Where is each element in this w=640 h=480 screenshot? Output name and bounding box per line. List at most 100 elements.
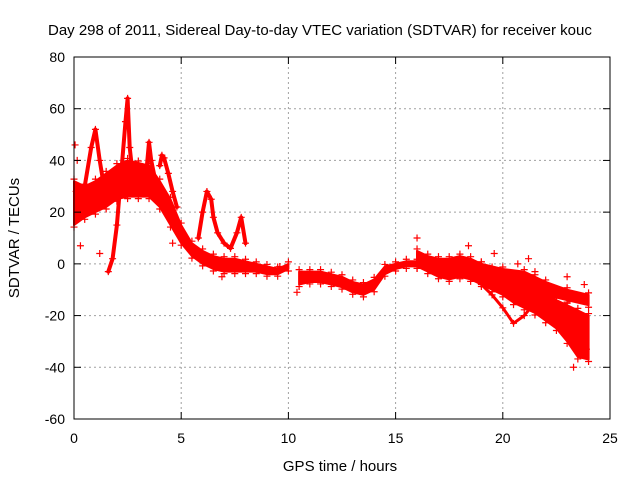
data-point xyxy=(327,283,335,291)
data-point xyxy=(327,268,335,276)
data-point xyxy=(156,175,164,183)
data-point xyxy=(214,229,222,237)
data-point xyxy=(194,234,202,242)
plot-frame xyxy=(73,56,611,420)
data-point xyxy=(338,271,346,279)
data-point xyxy=(370,288,378,296)
data-point xyxy=(242,270,250,278)
data-point xyxy=(295,266,303,274)
data-point xyxy=(91,125,99,133)
data-point xyxy=(151,177,159,185)
data-point xyxy=(499,304,507,312)
data-point xyxy=(145,195,153,203)
data-point xyxy=(563,339,571,347)
data-point-outlier xyxy=(570,363,578,371)
data-point xyxy=(531,299,539,307)
data-point-outlier xyxy=(96,250,104,258)
data-point xyxy=(104,193,112,201)
data-layer xyxy=(70,94,593,371)
data-point xyxy=(199,208,207,216)
data-point-outlier xyxy=(514,260,522,268)
data-point xyxy=(220,253,228,261)
y-tick-label: 0 xyxy=(57,256,65,272)
data-point xyxy=(126,144,134,151)
data-point xyxy=(124,195,132,203)
data-track-spike-5 xyxy=(196,189,248,251)
y-tick-label: 80 xyxy=(49,49,65,65)
data-point xyxy=(317,280,325,288)
x-tick-label: 20 xyxy=(495,430,511,446)
data-point xyxy=(156,162,164,170)
data-point xyxy=(113,160,121,168)
data-point xyxy=(113,221,121,229)
data-point xyxy=(424,250,432,258)
data-point xyxy=(166,223,174,231)
data-point xyxy=(188,254,196,262)
data-point xyxy=(169,187,177,195)
data-point-outlier xyxy=(76,242,84,250)
data-point xyxy=(306,266,314,274)
data-point xyxy=(402,264,410,272)
data-track-spike-2 xyxy=(106,96,136,274)
data-point xyxy=(284,258,292,266)
data-point xyxy=(209,250,217,258)
data-point xyxy=(520,312,528,320)
y-tick-label: 60 xyxy=(49,101,65,117)
data-point xyxy=(392,258,400,266)
data-point-outlier xyxy=(293,288,301,296)
data-point xyxy=(338,285,346,293)
data-point xyxy=(284,267,292,275)
data-point xyxy=(237,213,245,221)
data-point-outlier xyxy=(218,273,226,281)
data-point xyxy=(160,154,168,162)
data-point xyxy=(188,237,196,245)
data-point xyxy=(585,303,593,311)
data-point xyxy=(91,175,99,183)
data-point xyxy=(456,253,464,261)
data-point-outlier xyxy=(531,268,539,276)
data-point xyxy=(563,298,571,306)
data-point xyxy=(381,272,389,280)
data-point xyxy=(499,293,507,301)
data-point xyxy=(499,280,507,288)
data-point xyxy=(109,255,117,263)
data-point xyxy=(263,260,271,268)
data-point xyxy=(147,156,155,164)
x-tick-label: 10 xyxy=(281,430,297,446)
data-point-outlier xyxy=(276,262,284,270)
data-point-outlier xyxy=(71,141,79,149)
data-point xyxy=(242,255,250,263)
data-point xyxy=(164,169,172,177)
data-point xyxy=(574,304,582,312)
data-point-outlier xyxy=(580,281,588,289)
data-point-outlier xyxy=(582,345,590,353)
data-point xyxy=(413,245,421,253)
data-point xyxy=(413,264,421,272)
y-tick-label: 40 xyxy=(49,152,65,168)
data-point xyxy=(317,266,325,274)
data-point xyxy=(434,275,442,283)
data-point xyxy=(121,118,129,126)
x-tick-label: 5 xyxy=(177,430,185,446)
data-point xyxy=(445,253,453,261)
chart-title: Day 298 of 2011, Sidereal Day-to-day VTE… xyxy=(48,22,592,39)
data-point xyxy=(424,270,432,278)
x-tick-label: 15 xyxy=(388,430,404,446)
data-point xyxy=(585,289,593,297)
data-point-outlier xyxy=(490,250,498,258)
axes: 0 5 10 15 20 25 -60 -40 -20 0 20 40 60 80 xyxy=(45,49,618,446)
data-point xyxy=(242,239,250,247)
data-point xyxy=(359,279,367,287)
data-point xyxy=(199,245,207,253)
data-point xyxy=(199,262,207,270)
data-point xyxy=(349,276,357,284)
data-band-main-midday xyxy=(298,260,418,296)
data-point xyxy=(467,253,475,261)
data-point xyxy=(233,229,241,237)
x-tick-label: 25 xyxy=(602,430,618,446)
data-point-outlier xyxy=(563,273,571,281)
data-point xyxy=(203,187,211,195)
data-point xyxy=(104,268,112,276)
data-point xyxy=(434,253,442,261)
y-tick-label: -60 xyxy=(45,411,65,427)
